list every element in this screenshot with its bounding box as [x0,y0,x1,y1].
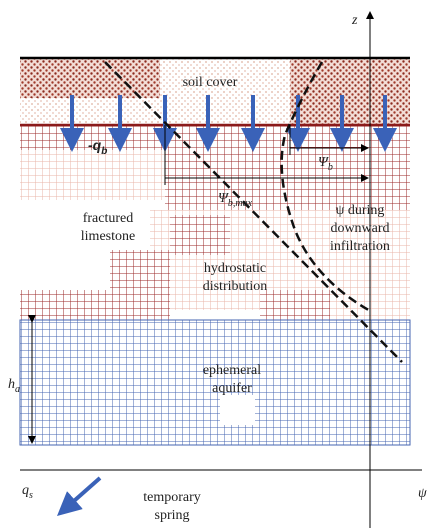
psi-label: ψ [418,486,427,501]
aquifer-gap [220,395,255,425]
aquifer-grid [19,319,411,446]
infiltration-profile [280,61,373,314]
psibmax-label: Ψb,max [218,191,253,209]
rock-grid [20,290,110,320]
rock-grid-light [320,210,410,320]
rock-grid [260,290,330,320]
spring-label: temporary spring [143,490,201,523]
rock-grid-light [20,150,165,200]
spring-arrow [57,476,102,516]
hydrostatic-label: hydrostatic distribution [203,261,268,294]
rock-grid [110,250,170,320]
rock-grid [170,215,230,255]
infiltration-label: ψ during downward infiltration [330,203,390,254]
z-label: z [351,13,358,28]
hydrostatic-profile [104,61,403,363]
aquifer-label: ephemeral aquifer [203,363,261,396]
soil-dark [20,58,160,98]
soil-dark [290,58,410,125]
soil-label: soil cover [183,75,238,90]
qs-label: qs [22,483,33,501]
limestone-label: fractured limestone [81,211,135,244]
ha-label: ha [8,377,20,395]
rock-grid [165,150,410,210]
rock-grid [20,125,410,150]
psib-label: Ψb [318,155,333,173]
qb-label: -qb [88,137,107,157]
